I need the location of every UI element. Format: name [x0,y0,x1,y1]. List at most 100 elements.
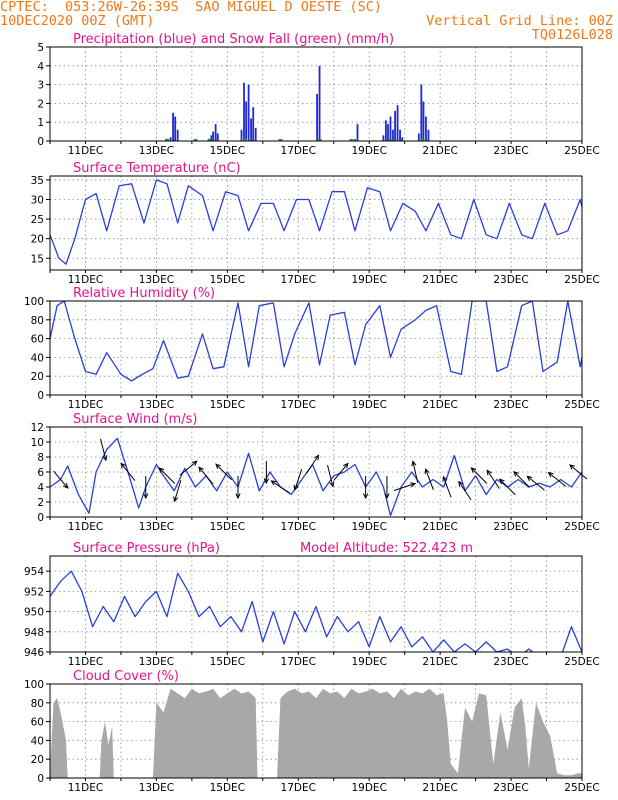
wind-ytick-label: 12 [31,422,44,434]
wind-arrow-head [442,475,448,482]
wind-arrow-shaft [327,464,334,487]
cloud-xtick-label: 19DEC [351,782,386,794]
wind-xtick-label: 13DEC [139,521,174,533]
wind-arrow [263,461,269,485]
precip-ytick-label: 1 [37,117,44,129]
wind-panel [46,426,588,520]
precip-bar [210,135,213,141]
wind-arrow-shaft [394,483,416,491]
wind-arrow [158,467,176,484]
press-ytick-label: 952 [24,586,44,598]
snow-bar [243,138,248,141]
cloud-ytick-label: 20 [31,754,44,766]
rh-xtick-label: 25DEC [564,399,599,411]
wind-arrow-shaft [158,467,176,484]
snow-bar [420,138,425,141]
rh-ytick-label: 0 [37,390,44,402]
cloud-panel [46,683,583,781]
wind-arrow-head [143,493,149,500]
snow-bar [207,138,212,141]
wind-arrow [305,454,320,474]
precip-bar [384,120,387,141]
wind-arrow-shaft [179,460,198,476]
precip-bar [427,129,430,141]
press-ytick-label: 954 [24,566,44,578]
wind-arrow-head [270,480,277,486]
wind-arrow [513,470,530,488]
wind-arrow-head [191,460,198,466]
wind-arrow-head [513,470,519,477]
precip-bar [245,101,248,141]
temp-xtick-label: 13DEC [139,274,174,286]
precip-bar [399,129,401,141]
wind-ytick-label: 10 [31,437,44,449]
precip-xtick-label: 11DEC [68,145,103,157]
wind-arrow-head [215,463,221,470]
snow-bar [165,138,170,141]
wind-arrow [547,471,567,487]
wind-arrow-head [498,478,505,485]
cloud-ytick-label: 60 [31,717,44,729]
snow-bar [349,139,354,141]
precip-bar [243,82,245,141]
wind-arrow-shaft [499,478,516,496]
snow-bar [278,139,283,141]
rh-ytick-label: 80 [31,315,44,327]
wind-arrow [198,466,214,485]
wind-arrow [526,475,545,491]
wind-arrow-head [411,460,417,467]
rh-ytick-label: 60 [31,334,44,346]
temp-panel [46,175,583,273]
precip-ytick-label: 4 [37,61,44,73]
snow-bar [317,138,322,141]
precip-bar [417,133,420,141]
temp-xtick-label: 25DEC [564,274,599,286]
temp-xtick-label: 23DEC [493,274,528,286]
wind-xtick-label: 25DEC [564,521,599,533]
wind-arrow-head [470,467,477,473]
wind-arrow-shaft [569,464,588,480]
rh-ytick-label: 20 [31,371,44,383]
wind-arrow-shaft [271,480,290,494]
snow-bar [388,138,393,141]
wind-arrow-shaft [458,481,472,501]
press-subtitle: Model Altitude: 522.423 m [300,541,473,556]
precip-ytick-label: 0 [37,136,44,148]
wind-ytick-label: 2 [37,497,44,509]
wind-arrow-shaft [333,463,349,481]
precip-ytick-label: 3 [37,80,44,92]
rh-ytick-label: 100 [24,296,44,308]
precip-bar [169,137,172,141]
precip-bar [382,135,385,141]
press-panel [46,555,583,655]
press-ytick-label: 946 [24,647,44,659]
header-grid-note: Vertical Grid Line: 00Z [426,13,613,29]
wind-arrow [179,460,198,476]
wind-title: Surface Wind (m/s) [73,412,197,427]
wind-arrow [363,476,369,500]
precip-bar [396,105,399,141]
wind-arrow-shaft [425,469,434,490]
temp-frame [49,175,583,271]
wind-arrow [384,476,390,500]
wind-arrow-head [410,482,417,488]
wind-arrow-head [102,455,108,462]
wind-arrow [120,462,136,481]
wind-arrow-shaft [526,475,545,491]
rh-title: Relative Humidity (%) [73,286,215,301]
precip-bar [216,133,219,141]
wind-arrow-shaft [120,463,136,481]
temp-ytick-label: 30 [31,195,44,207]
rh-ytick-label: 40 [31,352,44,364]
wind-arrow-head [424,468,430,475]
precip-bar [354,139,356,141]
rh-xtick-label: 21DEC [422,399,457,411]
wind-arrow [235,476,241,500]
wind-arrow [394,482,417,491]
wind-arrow-shaft [548,472,567,487]
wind-arrow [470,467,488,484]
temp-xtick-label: 17DEC [281,274,316,286]
wind-arrow-head [343,462,349,469]
cloud-ytick-label: 0 [37,773,44,785]
press-xtick-label: 11DEC [68,656,103,668]
